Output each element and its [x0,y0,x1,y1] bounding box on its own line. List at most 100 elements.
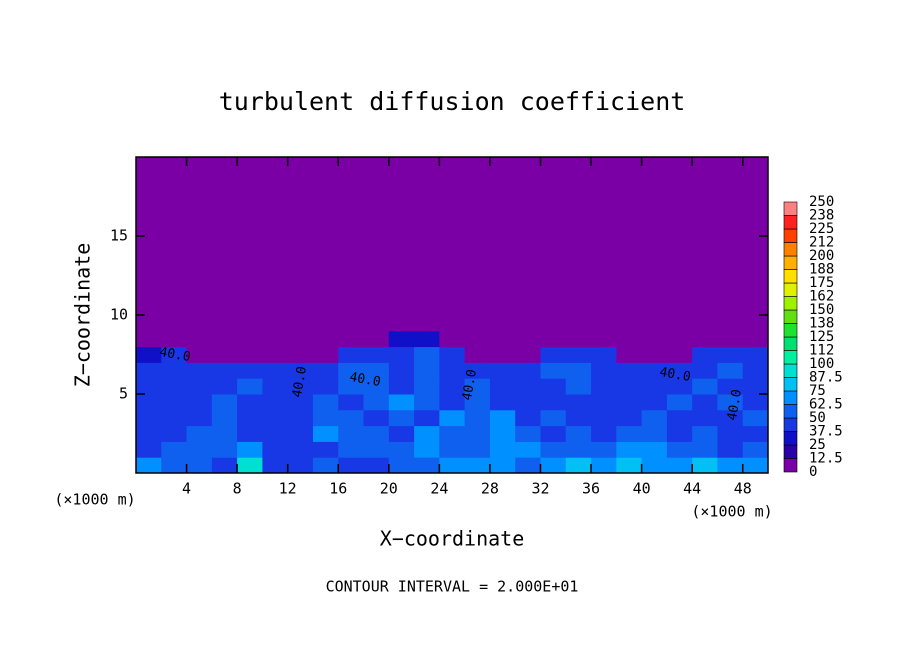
heat-cell [439,251,466,269]
heat-cell [692,251,718,269]
y-axis-label: Z−coordinate [71,243,95,388]
heat-cell [489,283,516,300]
heat-cell [237,330,263,348]
heat-cell [136,346,162,363]
heat-cell [464,378,491,395]
colorbar-label: 188 [809,262,834,278]
heat-cell [161,378,188,395]
heat-cell [161,157,188,174]
heat-cell [287,425,314,442]
heat-cell [692,204,718,221]
heat-cell [717,315,744,332]
heat-cell [136,172,162,190]
heat-cell [186,394,213,411]
heat-cell [439,267,466,284]
heat-cell [338,172,365,190]
heat-cell [363,394,390,411]
heat-cell [616,299,643,316]
heat-cell [666,441,693,458]
heat-cell [439,220,466,237]
heat-cell [161,299,188,316]
heat-cell [464,409,491,427]
heat-cell [666,362,693,379]
heat-cell [565,172,592,190]
heat-cell [388,394,415,411]
heat-cell [363,188,390,205]
heat-cell [742,236,769,253]
heat-cell [692,330,718,348]
heat-cell [717,362,744,379]
heat-cell [515,378,541,395]
heat-cell [717,267,744,284]
heat-cell [464,299,491,316]
heat-cell [161,425,188,442]
heat-cell [186,220,213,237]
heat-cell [717,172,744,190]
colorbar-band [783,282,798,297]
heat-cell [388,236,415,253]
heat-cell [666,204,693,221]
heat-cell [312,378,339,395]
heat-cell [565,362,592,379]
heat-cell [287,346,314,363]
heat-cell [489,188,516,205]
heat-cell [540,330,567,348]
heat-cell [414,157,440,174]
heat-cell [515,204,541,221]
heat-cell [616,457,643,474]
heat-cell [591,236,617,253]
colorbar-band [783,323,798,338]
heat-cell [540,378,567,395]
heat-cell [515,236,541,253]
heat-cell [439,457,466,474]
heat-cell [717,299,744,316]
heat-cell [489,346,516,363]
heat-cell [338,378,365,395]
heat-cell [186,330,213,348]
heat-cell [692,299,718,316]
heat-cell [262,172,289,190]
heat-cell [591,204,617,221]
heat-cell [338,315,365,332]
heat-cell [262,441,289,458]
heat-cell [136,425,162,442]
heat-cell [237,457,263,474]
heat-cell [717,204,744,221]
y-tick-label: 5 [119,385,128,403]
heat-cell [666,267,693,284]
chart-title: turbulent diffusion coefficient [219,87,686,116]
heat-cell [388,315,415,332]
heat-cell [136,362,162,379]
heat-cell [565,330,592,348]
heat-cell [464,172,491,190]
heat-cell [666,378,693,395]
heat-cell [388,362,415,379]
heat-cell [211,346,238,363]
heat-cell [363,330,390,348]
heat-cell [388,157,415,174]
heat-cell [515,251,541,269]
heat-cell [717,283,744,300]
heat-cell [540,283,567,300]
heat-cell [464,283,491,300]
heat-cell [464,267,491,284]
heat-cell [616,346,643,363]
heat-cell [136,251,162,269]
heat-cell [388,425,415,442]
heat-cell [388,330,415,348]
heat-cell [515,441,541,458]
heat-cell [489,220,516,237]
heat-cell [388,172,415,190]
heat-cell [692,441,718,458]
heat-cell [136,267,162,284]
heat-cell [388,251,415,269]
heat-cell [692,346,718,363]
heat-cell [262,457,289,474]
heat-cell [717,457,744,474]
heat-cell [565,378,592,395]
heat-cell [742,441,769,458]
heat-cell [439,378,466,395]
heat-cell [211,330,238,348]
x-axis-label: X−coordinate [380,527,525,551]
